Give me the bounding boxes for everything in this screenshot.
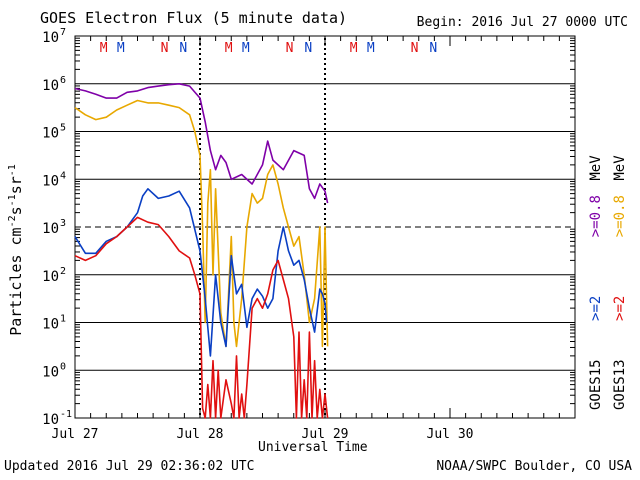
- y-tick-label: 10: [42, 269, 59, 285]
- y-tick-exponent: 3: [60, 218, 66, 229]
- x-tick-label: Jul 27: [52, 427, 99, 442]
- begin-label: Begin: 2016 Jul 27 0000 UTC: [416, 15, 628, 30]
- sat-marker: N: [286, 41, 294, 56]
- series-line-2: [74, 188, 328, 357]
- y-tick-label: 10: [42, 364, 59, 380]
- y-tick-exponent: 5: [60, 123, 66, 134]
- chart-title: GOES Electron Flux (5 minute data): [40, 9, 348, 27]
- sat-marker: N: [304, 41, 312, 56]
- updated-label: Updated 2016 Jul 29 02:36:02 UTC: [4, 459, 255, 474]
- sat-marker: N: [179, 41, 187, 56]
- credit-label: NOAA/SWPC Boulder, CO USA: [436, 459, 632, 474]
- sat-marker: M: [225, 41, 233, 56]
- x-tick-label: Jul 28: [177, 427, 224, 442]
- series-line-3: [74, 216, 329, 419]
- x-axis-label: Universal Time: [258, 440, 368, 455]
- y-tick-exponent: 2: [60, 266, 66, 277]
- x-tick-label: Jul 29: [302, 427, 349, 442]
- y-tick-exponent: -1: [60, 409, 72, 420]
- sat-marker: N: [411, 41, 419, 56]
- sat-marker: M: [100, 41, 108, 56]
- sat-marker: N: [429, 41, 437, 56]
- y-tick-label: 10: [42, 173, 59, 189]
- x-tick-label: Jul 30: [427, 427, 474, 442]
- sat-marker: N: [161, 41, 169, 56]
- y-tick-exponent: 7: [60, 27, 66, 38]
- series-line-0: [74, 83, 329, 204]
- y-tick-label: 10: [42, 412, 59, 428]
- sat-marker: M: [117, 41, 125, 56]
- sat-marker: M: [242, 41, 250, 56]
- y-tick-exponent: 0: [60, 361, 66, 372]
- y-tick-exponent: 6: [60, 75, 66, 86]
- y-tick-label: 10: [42, 317, 59, 333]
- y-tick-label: 10: [42, 126, 59, 142]
- y-tick-exponent: 1: [60, 314, 66, 325]
- y-tick-label: 10: [42, 78, 59, 94]
- y-tick-exponent: 4: [60, 170, 66, 181]
- y-tick-label: 10: [42, 30, 59, 46]
- sat-marker: M: [367, 41, 375, 56]
- sat-marker: M: [350, 41, 358, 56]
- y-tick-label: 10: [42, 221, 59, 237]
